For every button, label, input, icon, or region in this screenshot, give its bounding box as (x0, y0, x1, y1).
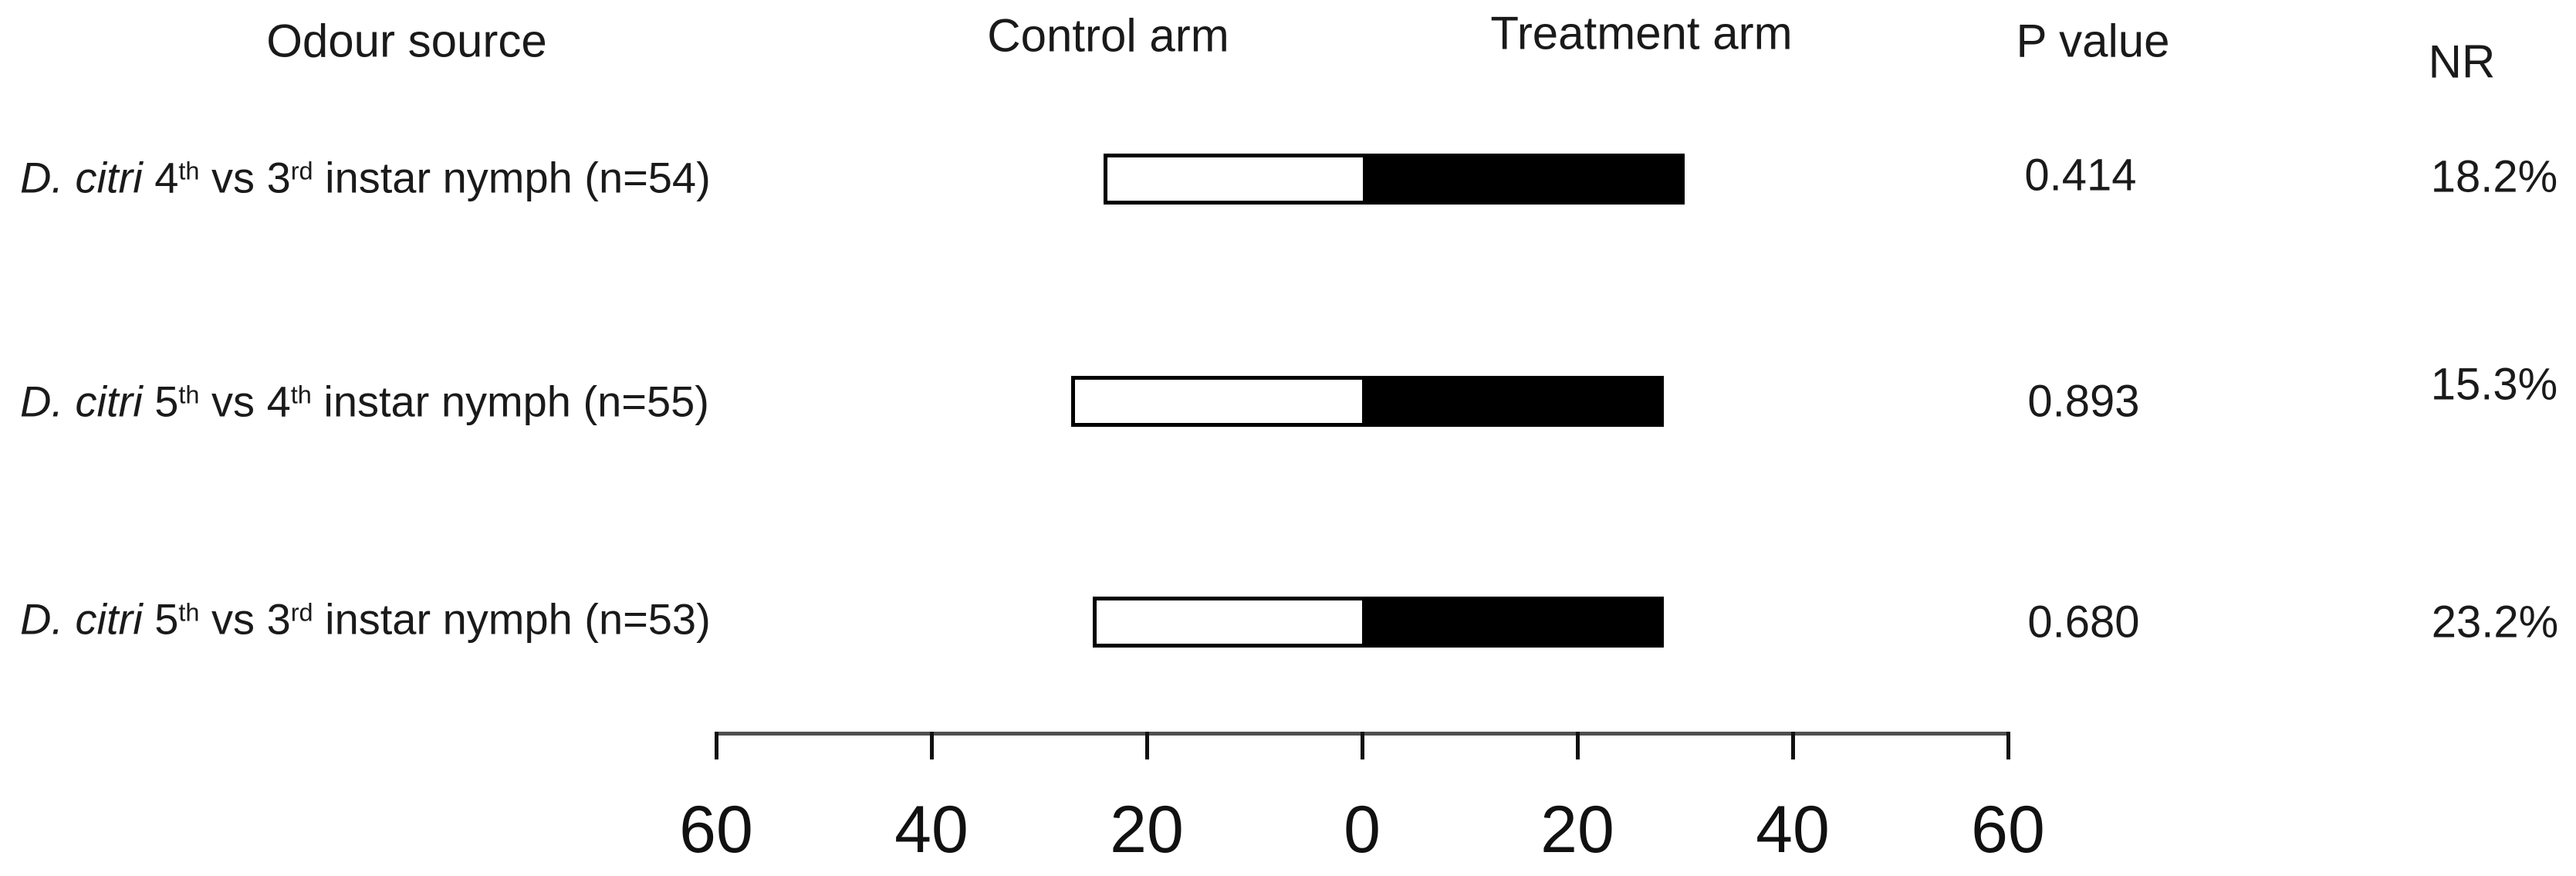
column-header-control-arm: Control arm (987, 9, 1229, 62)
ordinal-superscript: th (178, 598, 200, 627)
ordinal-superscript: rd (290, 598, 313, 627)
choice-bar-row-1 (1104, 154, 1685, 205)
column-header-nr: NR (2428, 36, 2496, 88)
control-bar-segment (1107, 157, 1363, 201)
axis-tick-label: 20 (1110, 793, 1184, 867)
axis-tick-label: 60 (1971, 793, 2045, 867)
row-label: D. citri 5th vs 4th instar nymph (n=55) (20, 377, 709, 427)
label-text: 4 (142, 153, 179, 202)
axis-tick (2006, 732, 2010, 759)
label-text: 5 (142, 377, 179, 426)
axis-tick (929, 732, 934, 759)
row-label: D. citri 5th vs 3rd instar nymph (n=53) (20, 594, 711, 644)
label-text: instar nymph (n=54) (313, 153, 711, 202)
species-name: D. citri (20, 377, 143, 426)
axis-tick (1790, 732, 1795, 759)
label-text: vs 3 (199, 594, 291, 644)
choice-bar-row-3 (1093, 597, 1664, 648)
axis-tick (714, 732, 718, 759)
axis-tick-label: 60 (679, 793, 753, 867)
control-bar-segment (1097, 600, 1363, 644)
ordinal-superscript: th (178, 157, 200, 185)
treatment-bar-segment (1362, 380, 1660, 423)
column-header-odour-source: Odour source (266, 15, 547, 67)
label-text: instar nymph (n=55) (311, 377, 709, 426)
axis-tick-label: 40 (1756, 793, 1830, 867)
p-value: 0.680 (2027, 597, 2140, 648)
label-text: instar nymph (n=53) (313, 594, 711, 644)
p-value: 0.414 (2024, 150, 2137, 201)
axis-tick-label: 40 (894, 793, 969, 867)
axis-tick (1144, 732, 1149, 759)
treatment-bar-segment (1362, 600, 1660, 644)
ordinal-superscript: rd (290, 157, 313, 185)
ordinal-superscript: th (178, 381, 200, 409)
label-text: 5 (142, 594, 179, 644)
column-header-p-value: P value (2016, 15, 2170, 67)
p-value: 0.893 (2027, 376, 2140, 427)
label-text: vs 3 (199, 153, 291, 202)
species-name: D. citri (20, 153, 143, 202)
treatment-bar-segment (1362, 157, 1682, 201)
label-text: vs 4 (199, 377, 291, 426)
nr-value: 18.2% (2430, 151, 2558, 202)
row-label: D. citri 4th vs 3rd instar nymph (n=54) (20, 153, 711, 203)
axis-tick (1360, 732, 1364, 759)
nr-value: 23.2% (2431, 597, 2559, 648)
ordinal-superscript: th (290, 381, 312, 409)
control-bar-segment (1075, 380, 1363, 423)
choice-bar-row-2 (1071, 376, 1664, 427)
species-name: D. citri (20, 594, 143, 644)
column-header-treatment-arm: Treatment arm (1490, 7, 1793, 59)
axis-tick (1575, 732, 1580, 759)
axis-tick-label: 0 (1344, 793, 1381, 867)
axis-tick-label: 20 (1540, 793, 1614, 867)
nr-value: 15.3% (2430, 359, 2558, 410)
